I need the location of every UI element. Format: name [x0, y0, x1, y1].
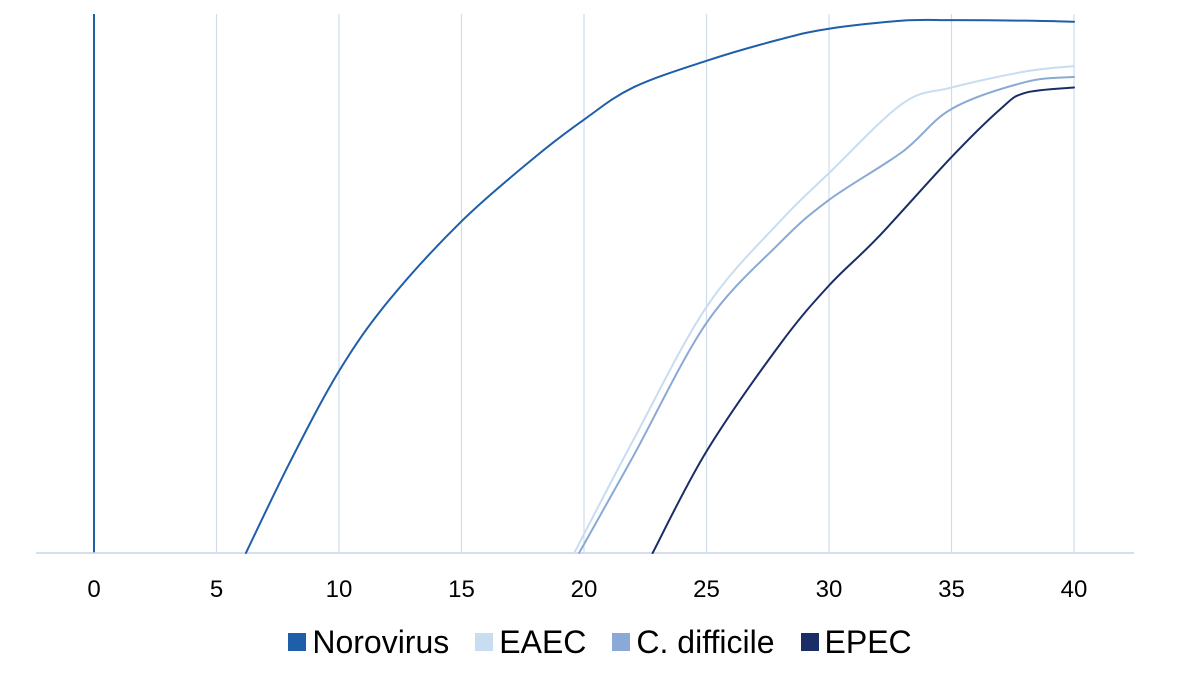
legend-label-epec: EPEC — [824, 623, 912, 660]
legend: Norovirus EAEC C. difficile EPEC — [0, 618, 1200, 666]
x-tick-label-10: 10 — [326, 576, 353, 603]
x-tick-label-15: 15 — [448, 576, 475, 603]
legend-swatch-c-difficile — [612, 633, 631, 651]
vertical-gridlines — [93, 14, 1075, 553]
x-tick-label-5: 5 — [210, 576, 223, 603]
legend-label-norovirus: Norovirus — [312, 623, 450, 660]
series-line-epec — [651, 86, 1075, 554]
legend-swatch-norovirus — [288, 633, 307, 651]
x-tick-labels: 0 5 10 15 20 25 30 35 40 — [87, 576, 1087, 603]
legend-item-norovirus: Norovirus — [288, 624, 449, 661]
x-tick-label-25: 25 — [693, 576, 720, 603]
legend-swatch-eaec — [475, 633, 494, 651]
legend-item-epec: EPEC — [800, 623, 912, 661]
x-tick-label-30: 30 — [816, 576, 843, 603]
series-lines — [244, 18, 1075, 554]
legend-label-eaec: EAEC — [499, 623, 587, 660]
x-tick-label-35: 35 — [938, 576, 965, 603]
legend-label-c-difficile: C. difficile — [636, 623, 775, 660]
legend-item-c-difficile: C. difficile — [612, 623, 775, 661]
x-tick-label-0: 0 — [87, 576, 100, 603]
x-tick-label-40: 40 — [1061, 576, 1088, 603]
x-tick-label-20: 20 — [571, 576, 598, 603]
series-line-norovirus — [244, 18, 1075, 554]
legend-swatch-epec — [800, 633, 819, 651]
series-line-c-difficile — [578, 75, 1075, 554]
series-line-eaec — [573, 65, 1075, 554]
legend-item-eaec: EAEC — [475, 624, 586, 661]
